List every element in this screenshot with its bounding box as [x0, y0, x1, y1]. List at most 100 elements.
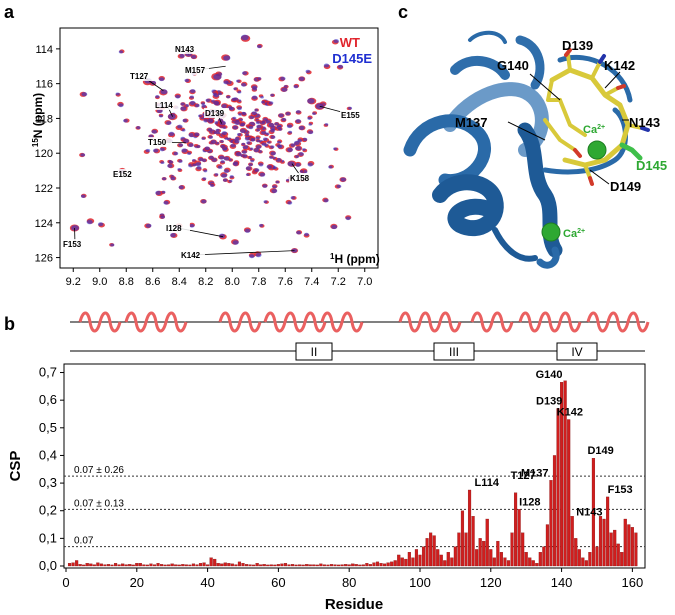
hsqc-peak-d145e	[295, 146, 302, 151]
hsqc-peak-d145e	[201, 137, 206, 140]
hsqc-peak-d145e	[238, 112, 243, 116]
hsqc-peak-d145e	[218, 92, 222, 96]
hsqc-peak-d145e	[203, 169, 208, 173]
csp-bar	[439, 554, 443, 567]
y-tick-label: 0,7	[39, 365, 57, 380]
helix-wave	[263, 311, 327, 333]
hsqc-peak-d145e	[242, 71, 248, 75]
hsqc-peak-d145e	[223, 55, 231, 61]
hsqc-peak-d145e	[201, 102, 205, 105]
csp-bar	[475, 549, 479, 567]
residue-label-n143: N143	[629, 115, 660, 130]
residue-label-k142: K142	[557, 407, 583, 419]
peak-label-e155: E155	[341, 111, 360, 120]
hsqc-y-tick-label: 120	[35, 148, 53, 160]
csp-bar	[202, 562, 206, 567]
hsqc-y-tick-label: 126	[35, 253, 53, 265]
hsqc-peak-d145e	[195, 162, 202, 167]
hsqc-peak-d145e	[308, 130, 314, 135]
hsqc-peak-d145e	[281, 87, 288, 92]
csp-bar	[616, 543, 620, 567]
helix-wave	[518, 311, 582, 333]
csp-bar	[375, 561, 380, 567]
hsqc-peak-d145e	[159, 114, 163, 118]
hsqc-peak-d145e	[241, 82, 247, 87]
hsqc-peak-d145e	[181, 148, 188, 153]
hsqc-peak-d145e	[204, 146, 210, 151]
hsqc-peak-d145e	[210, 184, 215, 187]
hsqc-peak-d145e	[194, 132, 200, 137]
hsqc-peak-d145e	[182, 118, 188, 123]
hsqc-peak-d145e	[118, 50, 124, 54]
residue-label-m137: M137	[455, 115, 488, 130]
csp-bar	[513, 492, 518, 567]
csp-bar	[170, 563, 174, 567]
x-tick-label: 40	[200, 575, 214, 590]
csp-bar	[85, 563, 89, 567]
calcium-ion-1	[587, 140, 607, 160]
csp-bar	[273, 564, 277, 567]
hsqc-peak-d145e	[333, 147, 337, 151]
structure-pointer-lines	[507, 71, 629, 185]
hsqc-peak-d145e	[336, 184, 342, 189]
csp-axes: 0 20 40 60 80 100 120 140 160 0,0 0,1 0,2 0,3 0,4 0,5 0…	[39, 365, 643, 590]
hsqc-peak-d145e	[80, 153, 86, 157]
hsqc-peak-d145e	[168, 160, 173, 164]
hsqc-peak-d145e	[163, 200, 169, 205]
hsqc-peak-d145e	[123, 119, 128, 123]
csp-bar	[113, 563, 118, 567]
csp-bar	[400, 557, 404, 567]
hsqc-peak-d145e	[287, 147, 293, 153]
hsqc-peak-d145e	[166, 121, 172, 126]
hsqc-peak-d145e	[202, 177, 207, 181]
hsqc-peak-d145e	[205, 98, 211, 102]
csp-bar	[453, 546, 457, 567]
hsqc-frame	[59, 27, 379, 269]
peak-label-m157: M157	[185, 66, 206, 75]
csp-bar	[613, 529, 617, 567]
hsqc-peak-d145e	[272, 166, 277, 170]
hsqc-peak-d145e	[250, 159, 255, 163]
csp-bar	[149, 563, 153, 567]
hsqc-peak-d145e	[183, 138, 189, 144]
hsqc-peak-d145e	[185, 104, 190, 107]
csp-bar	[623, 518, 627, 567]
hsqc-peak-d145e	[145, 223, 152, 228]
hsqc-peak-d145e	[155, 190, 162, 196]
hsqc-peak-d145e	[263, 200, 268, 204]
hsqc-y-axis-label: 15N (ppm)	[31, 93, 45, 147]
hsqc-peak-d145e	[285, 111, 291, 116]
domain-box-ii: II	[295, 342, 333, 361]
helix-wave	[470, 311, 514, 333]
hsqc-peak-d145e	[270, 145, 275, 149]
hsqc-peak-d145e	[265, 132, 270, 136]
hsqc-peak-d145e	[170, 233, 176, 238]
hsqc-peak-d145e	[223, 80, 229, 85]
hsqc-peak-d145e	[232, 240, 239, 245]
peak-label-t127: T127	[130, 72, 149, 81]
hsqc-peak-d145e	[162, 177, 167, 181]
hsqc-peak-d145e	[190, 89, 196, 94]
hsqc-peak-d145e	[213, 73, 222, 80]
hsqc-peak-d145e	[201, 104, 207, 108]
csp-bar	[503, 557, 507, 567]
csp-bar	[478, 538, 482, 567]
hsqc-peak-d145e	[220, 160, 225, 164]
residue-label-d139: D139	[536, 395, 562, 407]
csp-bar	[411, 557, 415, 567]
csp-bar	[577, 549, 581, 567]
csp-bar	[213, 558, 217, 567]
y-tick-label: 0,5	[39, 420, 57, 435]
hsqc-peak-d145e	[230, 143, 236, 148]
hsqc-peak-d145e	[280, 76, 286, 81]
csp-bar	[457, 532, 461, 567]
ribbon-structure	[403, 30, 633, 269]
hsqc-peak-d145e	[298, 152, 304, 156]
hsqc-peak-d145e	[208, 135, 214, 139]
panel-a: a 9.2 9.0 8.8 8.6 8.4 8.2 8.0 7.8 7.6 7.4 7.2 7.0 11…	[4, 2, 380, 288]
peak-pointer	[192, 250, 295, 256]
csp-bar	[110, 564, 114, 567]
panel-b-letter: b	[4, 314, 15, 334]
csp-bar	[344, 564, 348, 567]
